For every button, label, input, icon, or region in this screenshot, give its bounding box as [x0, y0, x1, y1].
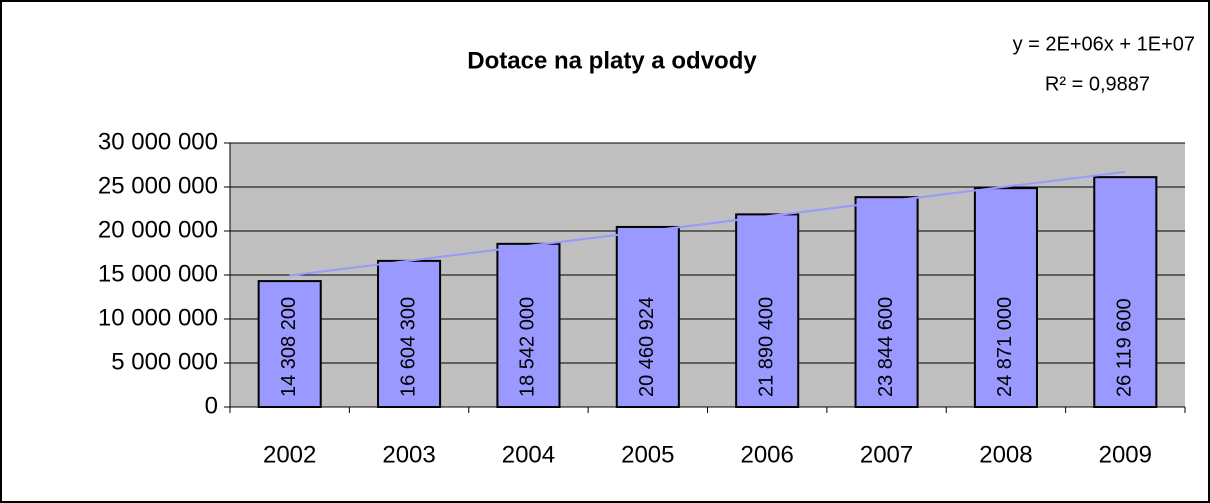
bar — [735, 213, 800, 408]
value-label: 23 844 600 — [875, 297, 897, 397]
y-tick-label: 30 000 000 — [98, 128, 218, 155]
bar — [496, 242, 561, 408]
x-tick-label: 2008 — [979, 441, 1032, 468]
value-label: 21 890 400 — [755, 297, 777, 397]
value-label: 14 308 200 — [278, 297, 300, 397]
chart-title: Dotace na platy a odvody — [467, 47, 757, 74]
value-label: 26 119 600 — [1114, 298, 1136, 397]
value-label: 24 871 000 — [994, 297, 1016, 397]
x-tick-label: 2004 — [502, 441, 555, 468]
bar — [854, 196, 919, 408]
bar — [973, 187, 1038, 408]
trendline-equation: y = 2E+06x + 1E+07 — [1013, 33, 1195, 55]
y-tick-label: 15 000 000 — [98, 260, 218, 287]
x-tick-label: 2003 — [382, 441, 435, 468]
y-tick-label: 20 000 000 — [98, 216, 218, 243]
bar — [1093, 176, 1158, 408]
y-tick-label: 0 — [205, 392, 218, 419]
trendline-r2: R² = 0,9887 — [1045, 73, 1150, 95]
bar — [377, 259, 442, 409]
y-tick-label: 10 000 000 — [98, 304, 218, 331]
y-tick-label: 25 000 000 — [98, 172, 218, 199]
bar — [257, 280, 322, 408]
y-tick-label: 5 000 000 — [111, 348, 218, 375]
value-label: 16 604 300 — [397, 297, 419, 397]
x-tick-label: 2007 — [860, 441, 913, 468]
x-tick-label: 2002 — [263, 441, 316, 468]
x-tick-label: 2005 — [621, 441, 674, 468]
x-tick-label: 2009 — [1099, 441, 1152, 468]
trendline — [289, 170, 1126, 277]
x-tick-label: 2006 — [740, 441, 793, 468]
value-label: 20 460 924 — [636, 297, 658, 397]
bar — [615, 225, 680, 408]
value-label: 18 542 000 — [517, 297, 539, 397]
